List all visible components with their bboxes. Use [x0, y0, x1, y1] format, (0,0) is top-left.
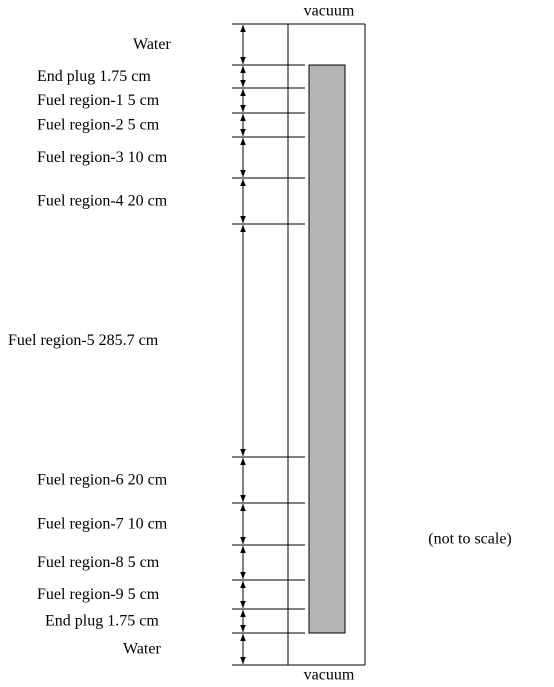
region-label: Fuel region-7 10 cm [37, 516, 168, 533]
region-label: Fuel region-3 10 cm [37, 149, 168, 166]
top-label: vacuum [304, 3, 355, 20]
region-label: End plug 1.75 cm [45, 613, 159, 630]
region-label: End plug 1.75 cm [37, 68, 151, 85]
note: (not to scale) [428, 531, 512, 548]
dimensions: Water End plug 1.75 cm Fuel region-1 5 cm F… [8, 23, 305, 666]
region-label: Fuel region-2 5 cm [37, 117, 160, 134]
region-label: Fuel region-1 5 cm [37, 92, 160, 109]
region-label: Fuel region-4 20 cm [37, 193, 168, 210]
region-label: Fuel region-5 285.7 cm [8, 332, 159, 349]
region-label: Fuel region-6 20 cm [37, 472, 168, 489]
region-label: Fuel region-9 5 cm [37, 586, 160, 603]
region-label: Water [123, 641, 161, 658]
region-label: Water [133, 36, 171, 53]
fuel-rod [308, 64, 346, 634]
bottom-label: vacuum [304, 667, 355, 684]
region-label: Fuel region-8 5 cm [37, 554, 160, 571]
